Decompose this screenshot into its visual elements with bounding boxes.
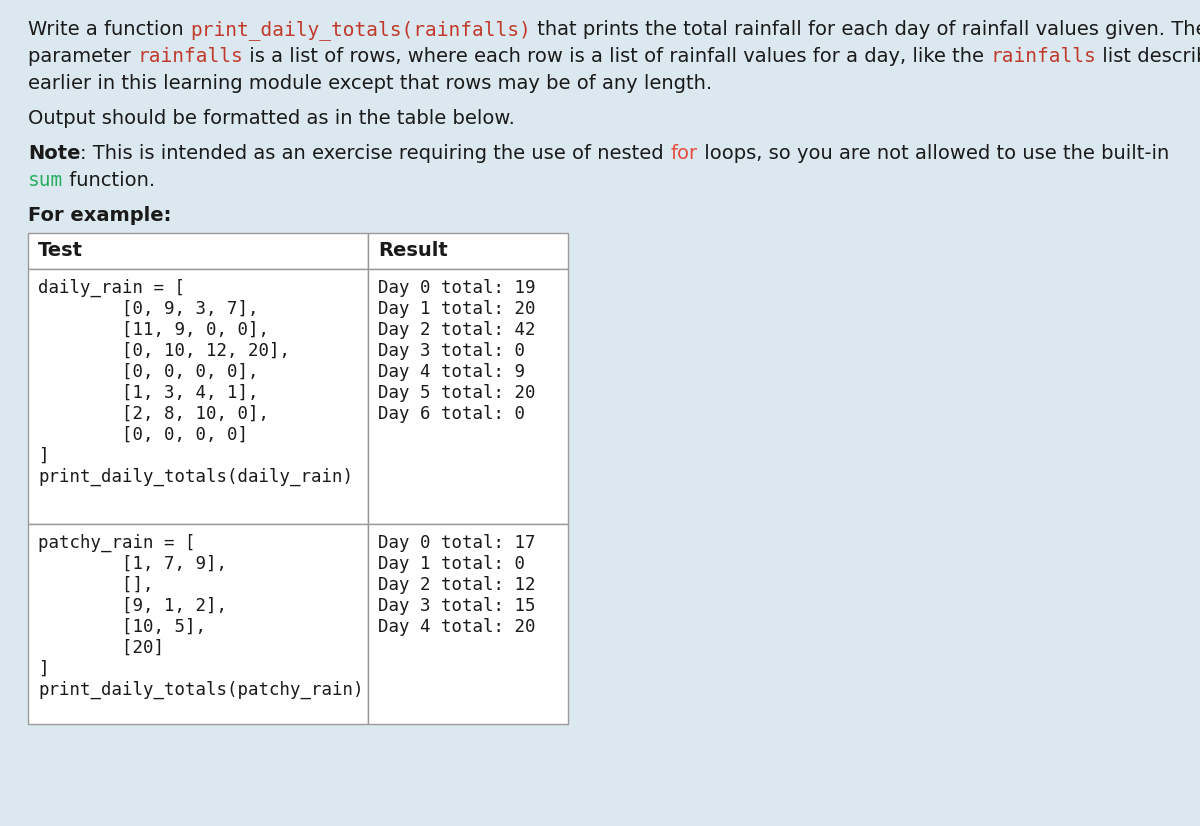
Text: For example:: For example: bbox=[28, 206, 172, 225]
Text: [1, 7, 9],: [1, 7, 9], bbox=[38, 555, 227, 573]
Bar bbox=[368, 233, 568, 269]
Text: print_daily_totals(rainfalls): print_daily_totals(rainfalls) bbox=[190, 20, 530, 40]
Text: [1, 3, 4, 1],: [1, 3, 4, 1], bbox=[38, 384, 258, 402]
Text: list described: list described bbox=[1096, 47, 1200, 66]
Text: loops, so you are not allowed to use the built-in: loops, so you are not allowed to use the… bbox=[697, 144, 1169, 163]
Text: [20]: [20] bbox=[38, 639, 164, 657]
Text: ]: ] bbox=[38, 660, 48, 678]
Text: print_daily_totals(daily_rain): print_daily_totals(daily_rain) bbox=[38, 468, 353, 487]
Text: Day 1 total: 20: Day 1 total: 20 bbox=[378, 300, 535, 318]
Text: Day 4 total: 9: Day 4 total: 9 bbox=[378, 363, 526, 381]
Text: daily_rain = [: daily_rain = [ bbox=[38, 279, 185, 297]
Text: ]: ] bbox=[38, 447, 48, 465]
Bar bbox=[28, 233, 368, 269]
Text: [0, 0, 0, 0],: [0, 0, 0, 0], bbox=[38, 363, 258, 381]
Text: Result: Result bbox=[378, 241, 448, 260]
Text: Day 3 total: 0: Day 3 total: 0 bbox=[378, 342, 526, 360]
Text: Day 4 total: 20: Day 4 total: 20 bbox=[378, 618, 535, 636]
Text: for: for bbox=[671, 144, 697, 163]
Text: sum: sum bbox=[28, 171, 64, 190]
Text: Output should be formatted as in the table below.: Output should be formatted as in the tab… bbox=[28, 109, 515, 128]
Text: parameter: parameter bbox=[28, 47, 137, 66]
Text: Day 5 total: 20: Day 5 total: 20 bbox=[378, 384, 535, 402]
Text: Day 0 total: 17: Day 0 total: 17 bbox=[378, 534, 535, 552]
Text: [0, 9, 3, 7],: [0, 9, 3, 7], bbox=[38, 300, 258, 318]
Bar bbox=[368, 524, 568, 724]
Text: : This is intended as an exercise requiring the use of nested: : This is intended as an exercise requir… bbox=[80, 144, 671, 163]
Bar bbox=[368, 269, 568, 524]
Text: print_daily_totals(patchy_rain): print_daily_totals(patchy_rain) bbox=[38, 681, 364, 700]
Text: [10, 5],: [10, 5], bbox=[38, 618, 206, 636]
Text: rainfalls: rainfalls bbox=[990, 47, 1096, 66]
Text: is a list of rows, where each row is a list of rainfall values for a day, like t: is a list of rows, where each row is a l… bbox=[242, 47, 990, 66]
Text: Day 2 total: 12: Day 2 total: 12 bbox=[378, 576, 535, 594]
Text: [11, 9, 0, 0],: [11, 9, 0, 0], bbox=[38, 321, 269, 339]
Text: [],: [], bbox=[38, 576, 154, 594]
Text: Day 0 total: 19: Day 0 total: 19 bbox=[378, 279, 535, 297]
Text: [0, 10, 12, 20],: [0, 10, 12, 20], bbox=[38, 342, 290, 360]
Bar bbox=[28, 269, 368, 524]
Text: [9, 1, 2],: [9, 1, 2], bbox=[38, 597, 227, 615]
Text: Day 1 total: 0: Day 1 total: 0 bbox=[378, 555, 526, 573]
Bar bbox=[28, 524, 368, 724]
Text: Write a function: Write a function bbox=[28, 20, 190, 39]
Text: earlier in this learning module except that rows may be of any length.: earlier in this learning module except t… bbox=[28, 74, 712, 93]
Text: function.: function. bbox=[64, 171, 155, 190]
Text: that prints the total rainfall for each day of rainfall values given. The: that prints the total rainfall for each … bbox=[530, 20, 1200, 39]
Text: patchy_rain = [: patchy_rain = [ bbox=[38, 534, 196, 553]
Text: Test: Test bbox=[38, 241, 83, 260]
Text: [2, 8, 10, 0],: [2, 8, 10, 0], bbox=[38, 405, 269, 423]
Text: Day 6 total: 0: Day 6 total: 0 bbox=[378, 405, 526, 423]
Text: Note: Note bbox=[28, 144, 80, 163]
Text: [0, 0, 0, 0]: [0, 0, 0, 0] bbox=[38, 426, 248, 444]
Text: Day 2 total: 42: Day 2 total: 42 bbox=[378, 321, 535, 339]
Text: Day 3 total: 15: Day 3 total: 15 bbox=[378, 597, 535, 615]
Text: rainfalls: rainfalls bbox=[137, 47, 242, 66]
